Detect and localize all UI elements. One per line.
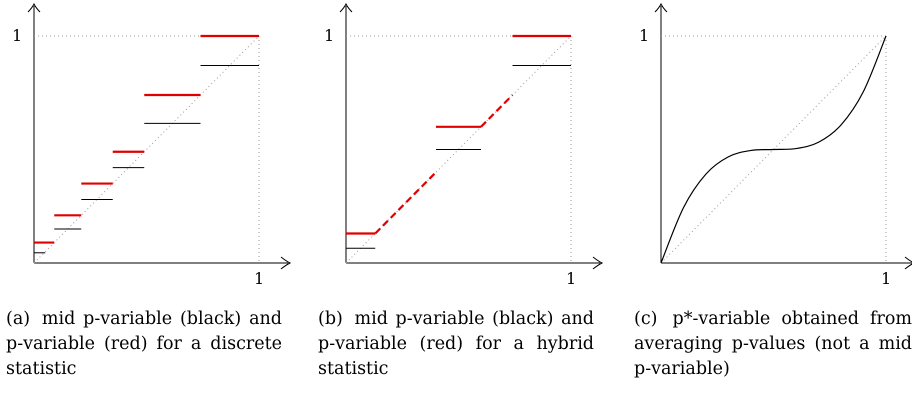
chart-a: 1 1 [12,2,292,288]
panel-a: 1 1 (a) mid p-variable (black) and p-var… [0,0,300,393]
caption-text-a: mid p-variable (black) and p-variable (r… [6,309,282,379]
axes-b [339,2,604,270]
caption-text-c: p*-variable obtained from averaging p-va… [634,309,912,379]
step-segment-series-0-3 [480,94,514,128]
series-layer-c [660,35,887,264]
caption-c: (c) p*-variable obtained from averaging … [634,307,912,382]
panel-c: 1 1 (c) p*-variable obtained from averag… [624,0,912,393]
axes-a [27,2,292,270]
x-tick-label-c: 1 [881,269,891,288]
reference-lines-c [660,35,887,264]
caption-b: (b) mid p-variable (black) and p-variabl… [318,307,594,382]
chart-c: 1 1 [639,2,912,288]
reference-lines-b [345,35,572,264]
caption-text-b: mid p-variable (black) and p-variable (r… [318,309,594,379]
series-layer-a [34,34,259,254]
curve-series-0 [660,35,887,264]
reference-lines-a [33,35,260,264]
axes-c [654,2,912,270]
series-layer-b [346,34,571,249]
x-tick-label-a: 1 [254,269,264,288]
caption-label-a: (a) [6,309,31,329]
x-tick-label-b: 1 [566,269,576,288]
caption-label-b: (b) [318,309,343,329]
y-tick-label-b: 1 [324,26,334,45]
chart-b: 1 1 [324,2,604,288]
panel-b: 1 1 (b) mid p-variable (black) and p-var… [312,0,612,393]
caption-a: (a) mid p-variable (black) and p-variabl… [6,307,282,382]
step-segment-series-0-1 [374,171,437,235]
y-tick-label-c: 1 [639,26,649,45]
y-tick-label-a: 1 [12,26,22,45]
caption-label-c: (c) [634,309,658,329]
